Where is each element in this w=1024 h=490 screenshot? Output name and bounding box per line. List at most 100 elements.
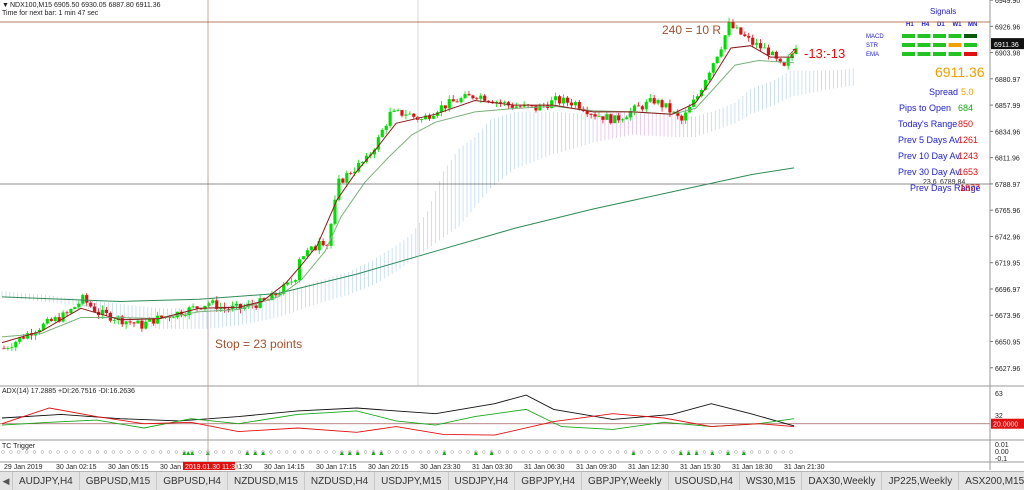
time-tick-label: 29 Jan 2019 [4, 464, 43, 470]
signal-cell [948, 52, 962, 56]
prev5-label: Prev 5 Days Av [898, 135, 960, 145]
plus-di-line [1, 408, 795, 430]
tc-dot [166, 450, 171, 454]
chart-tab[interactable]: NZDUSD,M15 [228, 472, 305, 490]
price-tick-label: 6650.95 [995, 340, 1020, 347]
candle-body [605, 114, 609, 120]
price-tick-label: 6880.97 [995, 77, 1020, 84]
candle-body [699, 90, 704, 97]
tc-up-arrow [710, 451, 715, 455]
candle-body [124, 321, 128, 325]
candle-body [274, 293, 278, 296]
candle-body [498, 101, 503, 103]
tc-up-arrow [371, 451, 376, 455]
chart-tab[interactable]: USDJPY,M15 [375, 472, 449, 490]
tc-dot [151, 450, 155, 454]
tc-up-arrow [678, 451, 683, 455]
tc-dot [292, 450, 297, 454]
tc-dot [411, 450, 415, 454]
signals-column-label: H1 [906, 22, 914, 28]
signal-cell [917, 52, 931, 56]
price-chart[interactable]: ⇗ 240 = 10 R Stop = 23 points -13:-13 23… [0, 0, 1024, 470]
candle-body [100, 309, 105, 316]
candle-body [2, 348, 6, 350]
tc-dot [316, 450, 320, 454]
time-tick-label: 31 Jan 18:30 [732, 464, 773, 470]
candle-body [561, 97, 566, 104]
candle-body [301, 256, 306, 260]
tc-dot [521, 450, 525, 454]
signal-cell [933, 43, 946, 47]
signal-cell [902, 34, 915, 38]
chart-tab[interactable]: AUDJPY,H4 [13, 472, 80, 490]
candle-body [262, 298, 266, 300]
adx-level-box [991, 418, 1024, 429]
candle-body [116, 316, 120, 321]
candle-body [112, 320, 116, 321]
candle-body [565, 97, 570, 103]
candle-body [751, 37, 755, 45]
tc-dot [750, 450, 754, 454]
tc-dot [663, 450, 667, 454]
candle-body [215, 300, 219, 309]
chart-tab[interactable]: USOUSD,H4 [669, 472, 740, 490]
tc-dot [592, 450, 596, 454]
candle-body [766, 47, 771, 56]
chart-tab[interactable]: GBPJPY,Weekly [582, 472, 669, 490]
tc-dot [434, 450, 439, 454]
chart-tab[interactable]: ASX200,M15 [959, 472, 1024, 490]
time-tick-label: 30 Jan 08:15 [160, 464, 201, 470]
chart-tab[interactable]: GBPUSD,M15 [80, 472, 158, 490]
signal-cell [964, 34, 977, 38]
signal-cell [964, 43, 977, 47]
price-tick-label: 6719.95 [995, 261, 1020, 268]
annotation-stop: Stop = 23 points [215, 337, 302, 351]
candle-body [41, 323, 45, 330]
chart-tab[interactable]: USDJPY,H4 [449, 472, 516, 490]
candle-body [782, 62, 786, 66]
chart-tab[interactable]: GBPUSD,H4 [157, 472, 228, 490]
tc-dot [584, 450, 588, 454]
candle-body [518, 106, 522, 108]
candle-body [644, 101, 648, 110]
candle-body [597, 116, 601, 118]
tc-dot [702, 450, 707, 454]
chart-tab[interactable]: WS30,M15 [740, 472, 803, 490]
time-tick-label: 31 Jan 06:30 [524, 464, 565, 470]
adx-tick-label: 63 [995, 391, 1003, 398]
candle-body [227, 308, 231, 310]
time-tick-label: 31 Jan 03:30 [472, 464, 513, 470]
chart-tab[interactable]: DAX30,Weekly [802, 472, 883, 490]
tc-dot [537, 450, 541, 454]
candle-body [53, 317, 57, 322]
tc-dot [95, 450, 100, 454]
tc-dot [513, 450, 517, 454]
candle-body [45, 318, 49, 324]
tabs-prev-icon[interactable]: ◀ [0, 472, 13, 490]
chart-tab[interactable]: JP225,Weekly [882, 472, 960, 490]
tc-dot [56, 450, 60, 454]
candle-body [360, 161, 365, 163]
tc-dot [158, 450, 163, 454]
tc-dot [32, 450, 37, 454]
prevdays-value: 1877 [960, 183, 980, 193]
tc-dot [269, 450, 273, 454]
candle-body [443, 105, 447, 109]
chart-tab[interactable]: NZDUSD,H4 [305, 472, 376, 490]
candle-body [790, 53, 794, 58]
candle-body [609, 114, 613, 124]
chart-tab[interactable]: GBPJPY,H4 [515, 472, 583, 490]
candle-body [554, 96, 558, 101]
ichimoku-cloud [1, 68, 854, 329]
candle-body [463, 94, 467, 99]
prev5-value: 1261 [958, 135, 978, 145]
candle-body [420, 119, 424, 121]
tc-dot [497, 450, 502, 454]
candle-body [396, 110, 400, 111]
candle-body [632, 105, 637, 112]
candle-body [707, 72, 711, 81]
price-tick-label: 6811.96 [995, 156, 1020, 163]
tc-dot [647, 450, 651, 454]
candle-body [723, 35, 727, 50]
adx-label: ADX(14) 17.2885 +DI:26.7516 -DI:16.2636 [2, 388, 135, 395]
